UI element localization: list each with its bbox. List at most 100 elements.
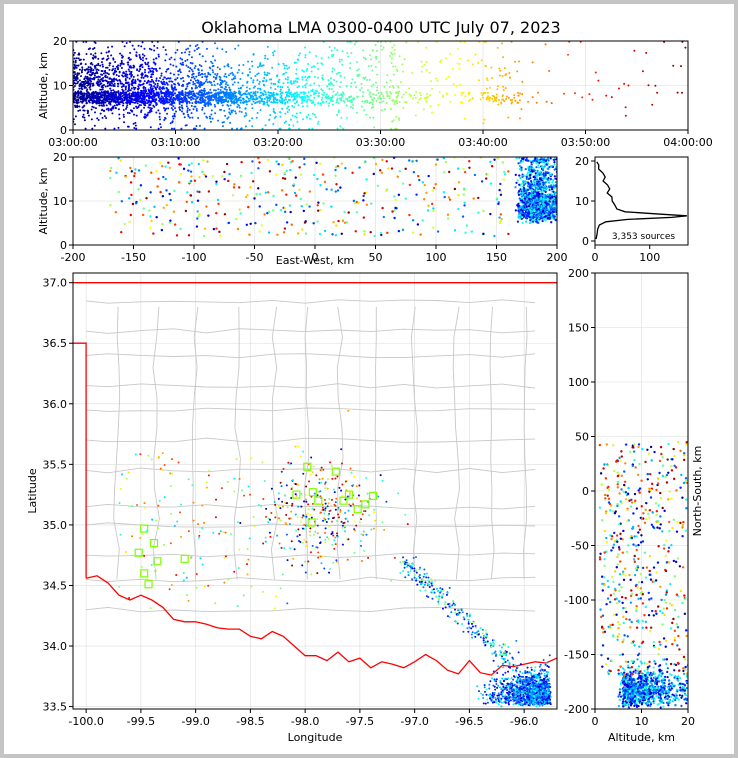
time-height-source: [304, 86, 307, 89]
time-height-source: [198, 63, 201, 66]
east-west-source: [144, 164, 148, 167]
time-height-source: [336, 91, 339, 94]
time-height-source: [86, 91, 89, 94]
east-west-source: [541, 165, 544, 168]
time-height-source: [269, 114, 272, 117]
time-height-source: [159, 126, 162, 129]
time-height-source: [268, 94, 271, 97]
east-west-source: [427, 204, 430, 208]
time-height-source: [81, 115, 84, 118]
east-west-source: [565, 215, 567, 217]
east-west-source: [227, 221, 231, 225]
time-height-source: [100, 52, 103, 55]
time-height-source: [471, 96, 474, 99]
time-height-source: [97, 69, 100, 72]
east-west-source: [432, 209, 435, 213]
time-height-source: [194, 84, 197, 87]
time-height-source: [168, 80, 171, 83]
time-height-source: [174, 51, 177, 54]
time-height-source: [238, 106, 241, 109]
time-height-source: [346, 99, 349, 102]
time-height-source: [100, 82, 103, 85]
time-height-source: [484, 91, 487, 94]
time-height-source: [90, 53, 93, 56]
east-west-source: [529, 176, 532, 180]
time-height-source: [201, 73, 204, 76]
east-west-source: [501, 161, 504, 164]
east-west-source: [537, 166, 541, 169]
east-west-source: [489, 212, 492, 216]
time-height-source: [396, 70, 399, 73]
east-west-source: [536, 221, 539, 224]
time-height-source: [401, 96, 404, 99]
time-height-source: [392, 86, 395, 89]
time-height-source: [449, 100, 452, 103]
time-height-xtick-label: 03:20:00: [253, 136, 302, 149]
east-west-source: [537, 158, 540, 161]
time-height-source: [194, 98, 197, 101]
east-west-source: [559, 213, 561, 215]
time-height-source: [124, 93, 127, 96]
east-west-source: [548, 200, 551, 203]
time-height-source: [151, 87, 154, 90]
east-west-source: [519, 206, 522, 209]
east-west-source: [345, 220, 348, 224]
time-height-source: [266, 96, 269, 99]
time-height-source: [101, 65, 104, 68]
east-west-source: [571, 217, 573, 219]
time-height-source: [111, 97, 114, 100]
time-height-source: [80, 85, 83, 88]
time-height-source: [112, 57, 115, 60]
time-height-source: [245, 100, 248, 103]
east-west-source: [520, 174, 523, 177]
time-height-source: [327, 79, 330, 82]
time-height-source: [373, 126, 376, 129]
time-height-source: [303, 95, 306, 98]
time-height-source: [176, 76, 179, 79]
time-height-source: [169, 103, 172, 106]
time-height-source: [230, 111, 233, 114]
east-west-source: [196, 199, 200, 202]
time-height-source: [185, 99, 188, 102]
time-height-source: [495, 96, 498, 99]
time-height-source: [312, 100, 315, 103]
east-west-source: [461, 215, 465, 218]
time-height-source: [502, 56, 505, 59]
east-west-source: [233, 183, 236, 186]
time-height-source: [102, 76, 105, 79]
time-height-source: [442, 94, 445, 97]
time-height-source: [327, 56, 330, 59]
time-height-source: [160, 80, 163, 83]
time-height-source: [143, 116, 146, 119]
time-height-source: [245, 86, 248, 89]
time-height-source: [369, 95, 372, 98]
time-height-source: [123, 45, 126, 48]
time-height-source: [355, 61, 358, 64]
east-west-source: [517, 162, 520, 165]
east-west-source: [486, 173, 489, 176]
time-height-source: [458, 67, 461, 70]
east-west-source: [572, 200, 574, 202]
east-west-source: [161, 194, 165, 198]
time-height-source: [295, 68, 298, 71]
time-height-source: [360, 105, 363, 108]
time-height-source: [301, 98, 304, 101]
time-height-source: [101, 88, 104, 91]
east-west-source: [542, 189, 546, 192]
time-height-source: [89, 88, 92, 91]
time-height-source: [323, 91, 326, 94]
time-height-source: [418, 91, 421, 94]
time-height-source: [374, 43, 377, 46]
time-height-source: [155, 79, 158, 82]
time-height-source: [335, 72, 338, 75]
east-west-source: [523, 180, 526, 183]
time-height-source: [78, 68, 81, 71]
time-height-source: [239, 101, 242, 104]
time-height-source: [197, 116, 200, 119]
time-height-source: [286, 86, 289, 89]
time-height-source: [328, 87, 331, 90]
east-west-source: [559, 164, 561, 166]
east-west-source: [533, 189, 537, 192]
time-height-source: [477, 79, 480, 82]
